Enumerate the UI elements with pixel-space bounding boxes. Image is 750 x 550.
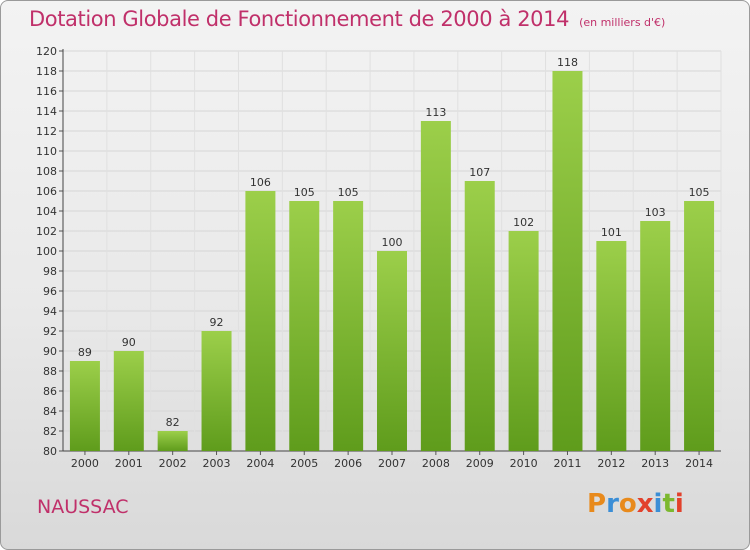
bar-value-label: 107 <box>469 166 490 179</box>
bar-value-label: 101 <box>601 226 622 239</box>
y-tick-label: 82 <box>43 425 57 438</box>
bar-value-label: 100 <box>382 236 403 249</box>
y-tick-label: 98 <box>43 265 57 278</box>
x-tick-label: 2000 <box>71 457 99 470</box>
y-tick-label: 94 <box>43 305 57 318</box>
x-tick-label: 2004 <box>246 457 274 470</box>
x-tick-label: 2008 <box>422 457 450 470</box>
title-row: Dotation Globale de Fonctionnement de 20… <box>29 7 665 31</box>
bar <box>201 331 232 451</box>
y-tick-label: 88 <box>43 365 57 378</box>
commune-name: NAUSSAC <box>37 496 129 518</box>
bar <box>596 241 627 451</box>
y-tick-label: 86 <box>43 385 57 398</box>
x-tick-label: 2014 <box>685 457 713 470</box>
bar <box>684 201 715 451</box>
y-tick-label: 102 <box>36 225 57 238</box>
bar-value-label: 82 <box>166 416 180 429</box>
x-tick-label: 2009 <box>466 457 494 470</box>
y-tick-label: 90 <box>43 345 57 358</box>
y-tick-label: 96 <box>43 285 57 298</box>
y-tick-label: 114 <box>36 105 57 118</box>
bar <box>420 121 451 451</box>
bar-value-label: 106 <box>250 176 271 189</box>
x-tick-label: 2013 <box>641 457 669 470</box>
x-tick-label: 2005 <box>290 457 318 470</box>
x-tick-label: 2012 <box>597 457 625 470</box>
bar <box>464 181 495 451</box>
bar <box>333 201 364 451</box>
bar <box>113 351 144 451</box>
chart-title: Dotation Globale de Fonctionnement de 20… <box>29 7 570 31</box>
bar-value-label: 90 <box>122 336 136 349</box>
bar-value-label: 102 <box>513 216 534 229</box>
y-tick-label: 84 <box>43 405 57 418</box>
x-tick-label: 2006 <box>334 457 362 470</box>
bar-value-label: 105 <box>338 186 359 199</box>
chart-subtitle: (en milliers d'€) <box>579 16 666 29</box>
y-tick-label: 108 <box>36 165 57 178</box>
x-tick-label: 2001 <box>115 457 143 470</box>
proxiti-logo[interactable]: Proxiti <box>587 489 684 519</box>
bar-value-label: 92 <box>210 316 224 329</box>
x-tick-label: 2002 <box>159 457 187 470</box>
bar <box>508 231 539 451</box>
y-tick-label: 92 <box>43 325 57 338</box>
y-tick-label: 110 <box>36 145 57 158</box>
x-tick-label: 2007 <box>378 457 406 470</box>
x-tick-label: 2011 <box>553 457 581 470</box>
bars <box>69 71 715 451</box>
bar-value-label: 103 <box>645 206 666 219</box>
y-tick-label: 112 <box>36 125 57 138</box>
bar-value-label: 105 <box>294 186 315 199</box>
bar-value-label: 105 <box>689 186 710 199</box>
y-tick-label: 120 <box>36 45 57 58</box>
bar <box>69 361 100 451</box>
y-tick-label: 104 <box>36 205 57 218</box>
bar <box>245 191 276 451</box>
bar-value-label: 113 <box>425 106 446 119</box>
bar <box>157 431 188 451</box>
bar <box>289 201 320 451</box>
bar <box>640 221 671 451</box>
bar <box>552 71 583 451</box>
y-tick-label: 118 <box>36 65 57 78</box>
bar <box>377 251 407 451</box>
y-tick-label: 100 <box>36 245 57 258</box>
y-tick-label: 116 <box>36 85 57 98</box>
bar-value-label: 118 <box>557 56 578 69</box>
y-tick-label: 106 <box>36 185 57 198</box>
y-tick-label: 80 <box>43 445 57 458</box>
x-tick-label: 2003 <box>203 457 231 470</box>
bar-value-label: 89 <box>78 346 92 359</box>
labels: 80 82 84 86 88 90 92 94 96 98 100 102 104 106 108 110 11… <box>36 45 713 470</box>
x-tick-label: 2010 <box>510 457 538 470</box>
